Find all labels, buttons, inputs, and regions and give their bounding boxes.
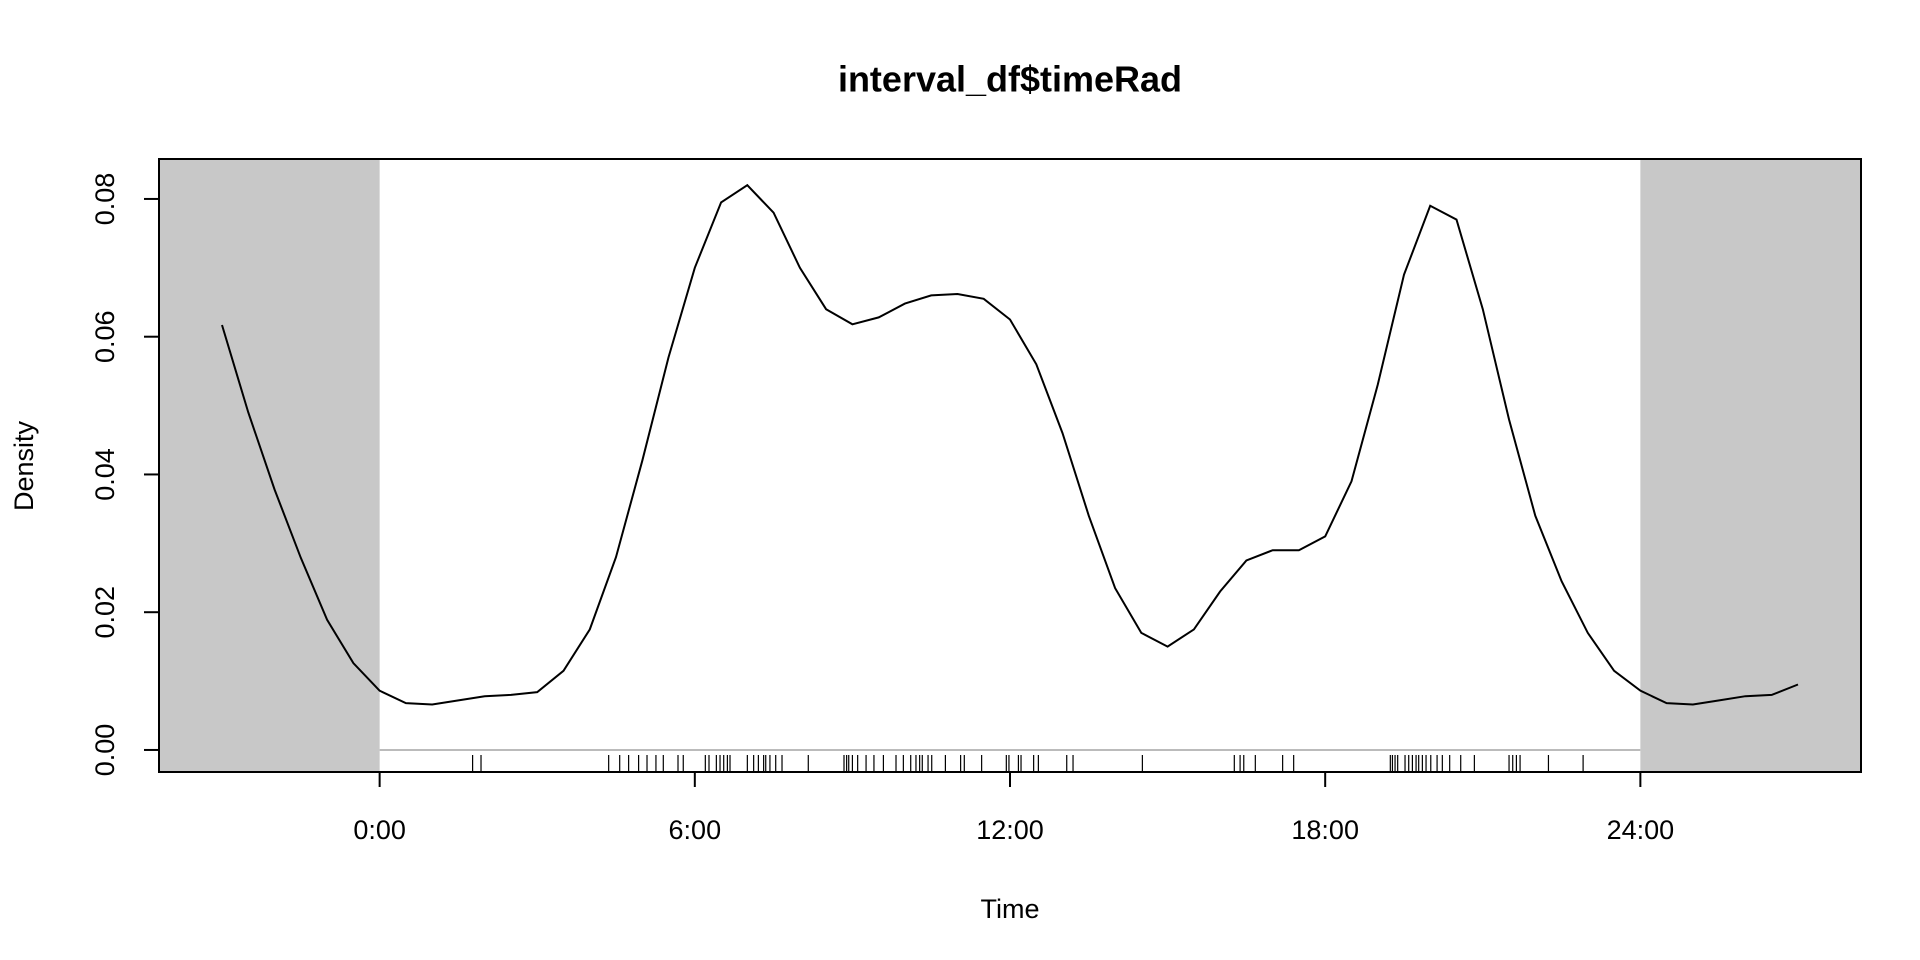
x-tick-label: 18:00 — [1291, 815, 1359, 845]
x-tick-label: 6:00 — [669, 815, 722, 845]
x-tick-label: 24:00 — [1607, 815, 1675, 845]
plot-frame — [158, 158, 1862, 773]
x-tick-label: 0:00 — [353, 815, 406, 845]
x-tick-label: 12:00 — [976, 815, 1044, 845]
shade-left — [159, 159, 380, 772]
y-tick-label: 0.04 — [90, 448, 120, 501]
y-tick-label: 0.02 — [90, 586, 120, 639]
shade-right — [1640, 159, 1861, 772]
chart-title: interval_df$timeRad — [838, 59, 1182, 100]
y-tick-label: 0.08 — [90, 173, 120, 226]
y-tick-label: 0.06 — [90, 310, 120, 363]
y-axis-label: Density — [9, 420, 39, 511]
x-axis-label: Time — [981, 894, 1040, 924]
y-tick-label: 0.00 — [90, 724, 120, 777]
density-line — [221, 183, 1799, 706]
